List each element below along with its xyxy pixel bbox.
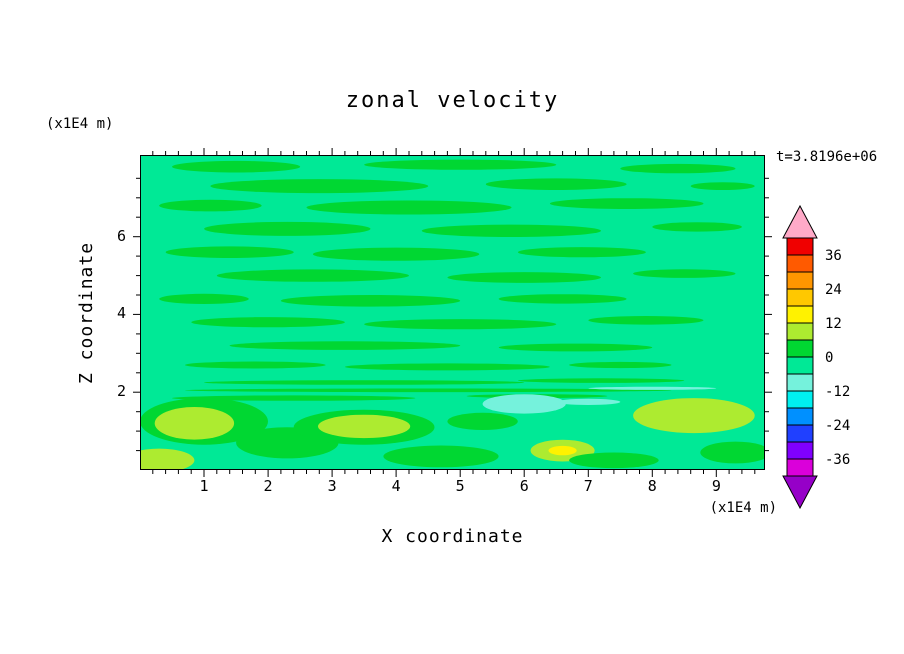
plot-area — [133, 148, 772, 477]
contour-feature — [204, 380, 525, 385]
colorbar-band — [786, 322, 814, 341]
contour-feature — [549, 198, 704, 209]
colorbar-band — [786, 407, 814, 426]
contour-feature — [318, 414, 411, 439]
y-tick-label: 2 — [116, 382, 126, 401]
colorbar-band — [786, 271, 814, 290]
contour-feature — [344, 363, 550, 371]
contour-feature — [184, 388, 672, 393]
time-annotation: t=3.8196e+06 — [776, 149, 878, 165]
x-axis-label: X coordinate — [381, 526, 524, 547]
x-tick-label: 2 — [263, 477, 273, 495]
contour-feature — [569, 452, 659, 469]
contour-feature — [633, 269, 736, 278]
colorbar-band — [786, 441, 814, 460]
x-tick-label: 3 — [327, 477, 337, 495]
y-tick-label: 4 — [116, 304, 126, 323]
colorbar-under-arrow — [782, 475, 818, 510]
contour-feature — [364, 159, 557, 170]
x-tick-label: 6 — [519, 477, 529, 495]
colorbar-tick-label: 36 — [825, 248, 842, 264]
contour-feature — [364, 319, 557, 330]
contour-feature — [383, 445, 499, 468]
contour-feature — [569, 361, 672, 369]
x-tick-label: 1 — [199, 477, 209, 495]
contour-feature — [165, 246, 294, 258]
contour-feature — [280, 295, 461, 307]
contour-feature — [140, 448, 195, 470]
colorbar-band — [786, 373, 814, 392]
contour-feature — [517, 247, 646, 258]
colorbar-band — [786, 424, 814, 443]
contour-feature — [421, 224, 602, 237]
colorbar: 36 24 12 0 -12 -24 -36 — [782, 204, 850, 510]
x-tick-label: 9 — [711, 477, 721, 495]
contour-feature — [191, 317, 345, 328]
contour-feature — [154, 407, 235, 440]
colorbar-tick-label: -24 — [825, 418, 850, 434]
y-tick-label: 6 — [116, 226, 126, 245]
contour-feature — [633, 398, 755, 434]
contour-feature — [229, 341, 461, 350]
y-axis-units-label: (x1E4 m) — [46, 116, 114, 132]
contour-feature — [306, 200, 512, 215]
axis-ticks — [133, 148, 772, 477]
contour-feature — [210, 179, 429, 194]
x-tick-label: 8 — [647, 477, 657, 495]
contour-feature — [447, 412, 518, 430]
x-axis-units-label: (x1E4 m) — [709, 500, 777, 516]
colorbar-band — [786, 356, 814, 375]
chart-title: zonal velocity — [345, 88, 560, 113]
contour-feature — [159, 293, 249, 304]
contour-feature — [216, 269, 409, 282]
colorbar-band — [786, 339, 814, 358]
contour-plot — [133, 148, 772, 477]
plot-frame — [140, 155, 765, 470]
contour-feature — [620, 163, 736, 174]
colorbar-band — [786, 305, 814, 324]
contour-feature — [204, 221, 371, 236]
contour-feature — [498, 343, 653, 352]
contour-feature — [172, 395, 416, 401]
contour-feature — [588, 316, 704, 325]
colorbar-tick-label: 12 — [825, 316, 842, 332]
colorbar-band — [786, 254, 814, 273]
contour-feature — [556, 398, 621, 405]
contour-feature — [485, 178, 627, 190]
contour-feature — [498, 294, 627, 304]
contour-feature — [517, 378, 685, 383]
contour-feature — [700, 441, 765, 464]
contour-feature — [159, 199, 262, 212]
colorbar-over-arrow — [782, 204, 818, 239]
contour-feature — [447, 272, 601, 283]
contour-feature — [652, 222, 742, 232]
contour-feature — [172, 160, 301, 173]
contour-feature — [482, 394, 566, 414]
colorbar-band — [786, 458, 814, 477]
x-tick-label: 5 — [455, 477, 465, 495]
x-tick-label: 7 — [583, 477, 593, 495]
x-tick-label: 4 — [391, 477, 401, 495]
contour-feature — [312, 247, 480, 261]
colorbar-band — [786, 237, 814, 256]
colorbar-tick-label: 0 — [825, 350, 833, 366]
contour-feature — [690, 182, 755, 190]
contour-feature — [588, 386, 717, 390]
contour-feature — [184, 361, 326, 369]
contour-feature — [548, 445, 577, 456]
colorbar-tick-label: 24 — [825, 282, 842, 298]
colorbar-band — [786, 390, 814, 409]
contour-layer — [140, 155, 765, 470]
colorbar-band — [786, 288, 814, 307]
colorbar-tick-label: -36 — [825, 452, 850, 468]
colorbar-tick-label: -12 — [825, 384, 850, 400]
